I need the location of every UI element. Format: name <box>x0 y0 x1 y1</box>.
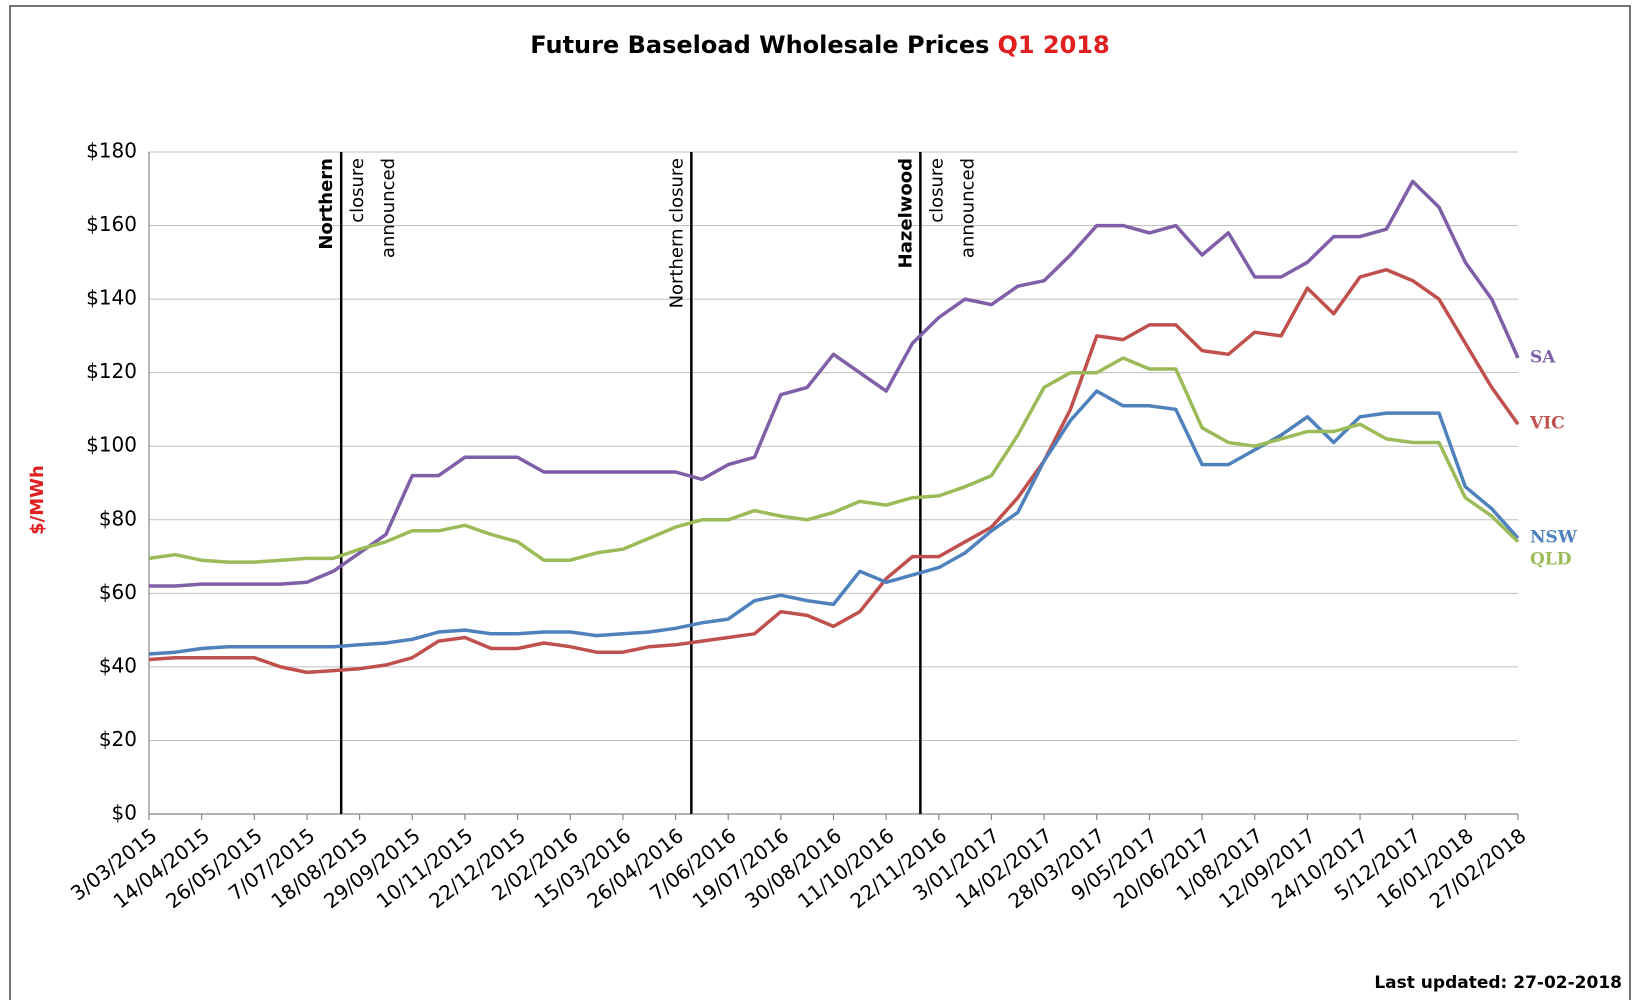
chart-title: Future Baseload Wholesale Prices <box>530 31 989 59</box>
annotation-text: closure <box>347 158 368 223</box>
series-line <box>149 179 1520 588</box>
y-tick-label: $0 <box>112 801 137 825</box>
annotation-text: Northern closure <box>666 158 687 308</box>
series-label: QLD <box>1530 550 1572 570</box>
y-tick-label: $100 <box>86 433 137 457</box>
annotation-text: Hazelwood <box>895 158 916 268</box>
series-line <box>148 356 1520 564</box>
y-tick-label: $140 <box>86 286 137 310</box>
y-tick-label: $60 <box>99 580 137 604</box>
y-tick-label: $40 <box>99 653 137 677</box>
annotation-text: announced <box>957 158 978 258</box>
y-tick-label: $80 <box>99 506 137 530</box>
annotation-text: Northern <box>316 158 337 250</box>
series-label: SA <box>1530 347 1556 367</box>
series-line <box>148 267 1520 675</box>
y-tick-label: $180 <box>86 139 137 163</box>
series-label: VIC <box>1529 414 1565 434</box>
y-tick-label: $120 <box>86 359 137 383</box>
y-tick-label: $160 <box>86 212 137 236</box>
series-label: NSW <box>1530 528 1578 548</box>
annotation-text: announced <box>378 158 399 258</box>
chart-title-highlight: Q1 2018 <box>997 31 1109 59</box>
series-line <box>148 389 1520 656</box>
y-tick-label: $20 <box>99 727 137 751</box>
annotation-text: closure <box>926 158 947 223</box>
chart-title-group: Future Baseload Wholesale Prices Q1 2018 <box>530 31 1109 59</box>
footer: Last updated: 27-02-2018 <box>1374 973 1622 993</box>
frame <box>9 5 1631 1000</box>
y-axis-label: $/MWh <box>27 465 48 535</box>
